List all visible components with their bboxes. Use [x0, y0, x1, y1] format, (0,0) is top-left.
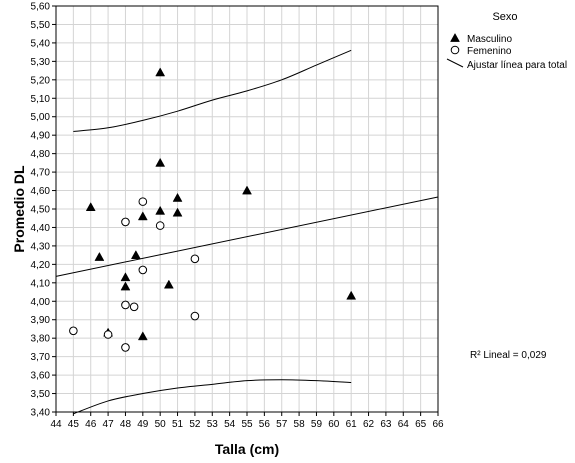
data-point-masculino	[130, 250, 141, 259]
data-point-masculino	[85, 202, 96, 212]
y-tick-label: 4,10	[31, 278, 51, 289]
data-points	[69, 67, 357, 352]
x-tick-label: 66	[432, 419, 444, 430]
x-tick-label: 46	[85, 419, 97, 430]
y-tick-label: 3,80	[31, 334, 51, 345]
confidence-band-upper	[73, 49, 352, 132]
x-tick-label: 63	[380, 419, 392, 430]
x-axis-ticks: 44 45 46 47 48 49 50 51 52 53 54 55 56 57 58 59 60 61 62 63…	[50, 412, 444, 430]
x-tick-label: 44	[50, 419, 62, 430]
y-tick-label: 4,30	[31, 241, 51, 252]
fit-line	[55, 196, 439, 277]
legend-title: Sexo	[492, 11, 517, 23]
y-tick-label: 4,90	[31, 131, 51, 142]
legend-label: Masculino	[467, 34, 512, 45]
x-tick-label: 48	[120, 419, 132, 430]
x-tick-label: 60	[328, 419, 340, 430]
data-point-femenino	[121, 217, 130, 227]
y-tick-label: 4,00	[31, 297, 51, 308]
x-tick-label: 59	[311, 419, 323, 430]
y-tick-label: 5,00	[31, 112, 51, 123]
data-point-masculino	[120, 281, 131, 291]
confidence-band	[73, 49, 352, 415]
y-tick-label: 3,90	[31, 315, 51, 326]
data-point-femenino	[121, 343, 130, 352]
y-tick-label: 4,40	[31, 223, 51, 234]
legend-label: Femenino	[467, 46, 512, 57]
data-point-femenino	[155, 221, 165, 230]
y-tick-label: 5,40	[31, 38, 51, 49]
y-tick-label: 4,20	[31, 260, 51, 271]
data-point-masculino	[242, 185, 252, 195]
data-point-femenino	[138, 265, 148, 275]
y-axis-title: Promedio DL	[11, 165, 27, 253]
data-point-masculino	[137, 331, 148, 341]
x-tick-label: 62	[363, 419, 375, 430]
data-point-femenino	[138, 197, 148, 206]
x-tick-label: 54	[224, 419, 236, 430]
data-point-masculino	[172, 192, 183, 202]
y-tick-label: 5,30	[31, 57, 51, 68]
y-tick-label: 3,60	[31, 371, 51, 382]
data-point-femenino	[190, 254, 200, 264]
x-tick-label: 49	[137, 419, 149, 430]
data-point-masculino	[163, 279, 174, 289]
confidence-band-lower	[73, 379, 352, 415]
r-squared-annotation: R² Lineal = 0,029	[470, 350, 547, 361]
y-tick-label: 5,50	[31, 20, 51, 31]
y-tick-label: 4,50	[31, 205, 51, 216]
legend-marker-triangle	[450, 32, 460, 42]
x-tick-label: 55	[241, 419, 253, 430]
x-tick-label: 64	[398, 419, 410, 430]
x-tick-label: 47	[103, 419, 115, 430]
y-axis-ticks: 3,40 3,50 3,60 3,70 3,80 3,90 4,00 4,10 4,20 4,30…	[31, 2, 56, 419]
data-point-masculino	[137, 211, 148, 221]
y-tick-label: 5,10	[31, 94, 51, 105]
x-tick-label: 65	[415, 419, 427, 430]
x-tick-label: 51	[172, 419, 184, 430]
y-tick-label: 3,40	[31, 408, 51, 419]
x-tick-label: 53	[207, 419, 219, 430]
data-point-femenino	[190, 311, 200, 321]
x-tick-label: 52	[189, 419, 201, 430]
data-point-masculino	[155, 157, 166, 167]
y-tick-label: 5,20	[31, 75, 51, 86]
data-point-masculino	[346, 290, 357, 300]
data-point-femenino	[103, 330, 113, 339]
data-point-masculino	[155, 205, 166, 215]
data-point-femenino	[129, 302, 139, 312]
data-point-masculino	[172, 207, 183, 217]
legend-marker-circle	[450, 45, 460, 55]
x-tick-label: 45	[68, 419, 80, 430]
x-tick-label: 58	[294, 419, 306, 430]
legend-marker-line	[446, 58, 464, 68]
data-point-masculino	[155, 67, 166, 77]
y-tick-label: 4,70	[31, 168, 51, 179]
legend-label: Ajustar línea para total	[467, 60, 567, 71]
y-tick-label: 4,60	[31, 186, 51, 197]
x-tick-label: 56	[259, 419, 271, 430]
y-tick-label: 3,50	[31, 389, 51, 400]
y-tick-label: 3,70	[31, 352, 51, 363]
x-axis-title: Talla (cm)	[215, 441, 279, 457]
y-tick-label: 5,60	[31, 2, 51, 13]
data-point-masculino	[120, 272, 131, 282]
y-tick-label: 4,80	[31, 149, 51, 160]
data-point-femenino	[69, 326, 78, 336]
x-tick-label: 50	[155, 419, 167, 430]
x-tick-label: 57	[276, 419, 288, 430]
x-tick-label: 61	[346, 419, 358, 430]
fit-line-group	[55, 196, 439, 277]
data-point-femenino	[121, 300, 130, 310]
data-point-masculino	[94, 251, 105, 261]
